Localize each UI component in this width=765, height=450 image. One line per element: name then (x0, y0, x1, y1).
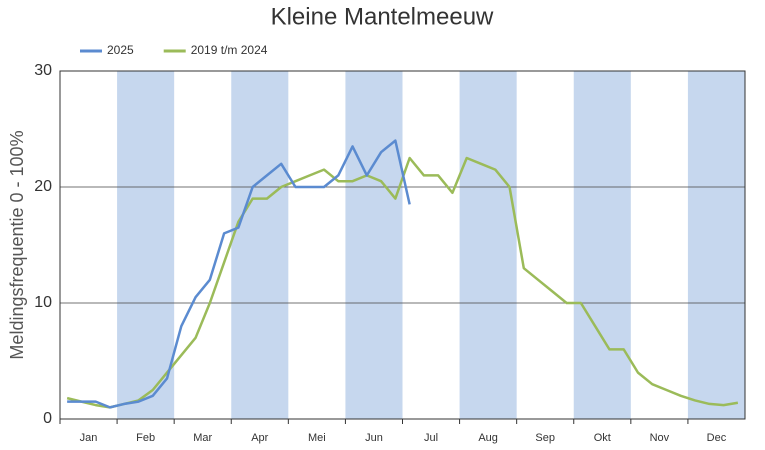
series-line (66, 156, 739, 409)
month-band (459, 71, 517, 419)
x-tick-label: Sep (535, 432, 555, 444)
x-tick-label: Aug (478, 432, 498, 444)
x-tick-label: Jun (365, 432, 383, 444)
x-tick-label: Jan (80, 432, 98, 444)
chart-title: Kleine Mantelmeeuw (271, 3, 494, 30)
x-tick-label: Okt (594, 432, 611, 444)
x-tick-label: Dec (707, 432, 727, 444)
x-tick-label: Feb (136, 432, 155, 444)
series-line (67, 139, 411, 409)
month-band (687, 71, 745, 419)
y-tick-label: 30 (34, 62, 52, 79)
month-band (573, 71, 631, 419)
x-tick-label: Mei (308, 432, 326, 444)
x-tick-label: Jul (424, 432, 438, 444)
plot-frame (59, 70, 746, 420)
y-tick-label: 10 (34, 294, 52, 311)
x-tick-label: Mar (193, 432, 212, 444)
x-tick-label: Apr (251, 432, 268, 444)
month-band (117, 71, 175, 419)
legend-label: 2019 t/m 2024 (191, 43, 268, 57)
legend-label: 2025 (107, 43, 134, 57)
y-axis-label: Meldingsfrequentie 0 - 100% (7, 130, 27, 359)
y-tick-label: 0 (43, 410, 52, 427)
month-band (231, 71, 289, 419)
y-tick-label: 20 (34, 178, 52, 195)
x-tick-label: Nov (650, 432, 670, 444)
month-band (345, 71, 403, 419)
